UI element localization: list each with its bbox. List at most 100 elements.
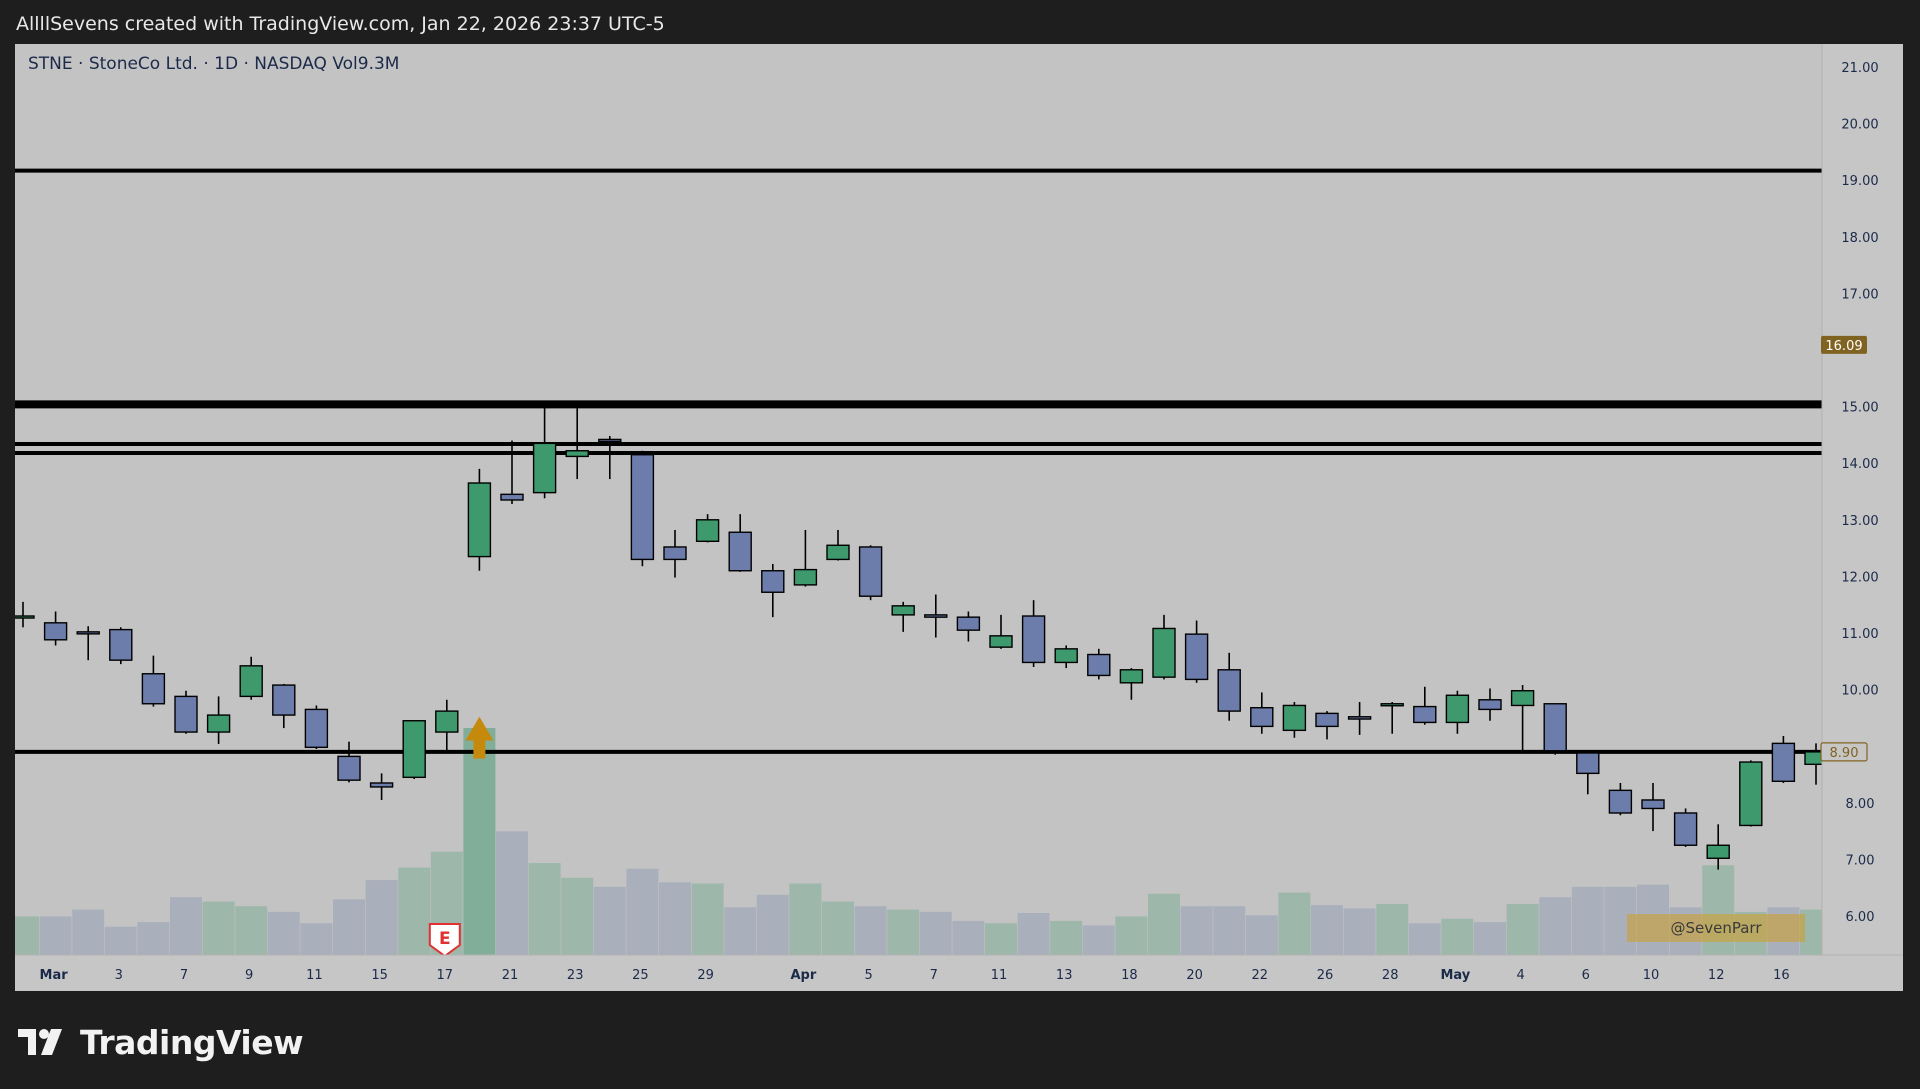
volume-bar [919, 911, 952, 955]
time-tick-label: 4 [1516, 968, 1524, 983]
candle-body-down [924, 614, 948, 618]
candle-body-down [1315, 712, 1339, 728]
candlestick-chart[interactable]: E @SevenParr 21.00 20.00 19.00 18.00 17.00 15.… [15, 44, 1903, 991]
volume-bar [39, 916, 72, 955]
candle-body-down [858, 546, 883, 597]
volume-bar [952, 920, 985, 955]
candle-body-down [109, 628, 133, 661]
candle [1478, 688, 1502, 721]
volume-bar [137, 922, 170, 955]
time-tick-label: 9 [245, 968, 253, 983]
current-price-badge [1821, 335, 1867, 354]
price-badge-label: 16.09 [1825, 339, 1862, 354]
candle-body-down [1087, 653, 1111, 677]
time-tick-label: 7 [180, 968, 188, 983]
candles-layer [15, 406, 1828, 870]
candle [435, 699, 459, 751]
candle-body-up [1054, 648, 1078, 664]
time-tick-label: 22 [1252, 968, 1269, 983]
candle [1217, 652, 1241, 721]
candle-body-up [1380, 703, 1404, 707]
candle [1576, 750, 1600, 795]
candle-body-down [1413, 705, 1437, 724]
price-tick-label: 7.00 [1846, 853, 1875, 868]
time-tick-label: 11 [991, 968, 1008, 983]
candle [1641, 782, 1665, 832]
volume-bar [235, 906, 268, 955]
candle [924, 594, 948, 638]
candle-body-up [239, 665, 263, 698]
candle [467, 468, 492, 571]
volume-bar [1148, 893, 1180, 955]
price-axis-panel [1822, 44, 1903, 991]
candle [1315, 711, 1339, 740]
volume-bar [1050, 920, 1083, 955]
earnings-arrow-icon [465, 716, 494, 759]
candle-body-up [532, 442, 557, 494]
candle [793, 529, 818, 587]
candle-body-down [272, 684, 296, 716]
candle [1380, 702, 1404, 734]
volume-bar [202, 901, 235, 955]
candle [1543, 703, 1567, 755]
candle-body-down [1608, 789, 1633, 814]
time-axis-layer: Mar 3 7 9 11 15 17 21 23 25 29 Apr 5 7 11 13 18 20 22 26 28 M… [15, 954, 1903, 991]
volume-bar [756, 894, 789, 955]
candle [239, 656, 263, 700]
volume-bar [659, 882, 691, 955]
candle [1771, 736, 1796, 783]
time-tick-label: 29 [697, 968, 714, 983]
candle [402, 720, 426, 780]
candle [109, 627, 133, 665]
time-tick-label: 10 [1643, 968, 1660, 983]
volume-bar [626, 868, 659, 955]
candle-body-up [695, 519, 720, 543]
candle [989, 614, 1013, 649]
candle-body-down [728, 531, 752, 572]
candle-body-down [1576, 752, 1600, 775]
candle-body-down [500, 493, 524, 501]
candle [206, 696, 231, 744]
watermark-background [1627, 914, 1805, 942]
candle [598, 436, 622, 480]
volume-bar [691, 883, 724, 955]
candle [76, 626, 100, 661]
time-tick-label: 5 [864, 968, 872, 983]
candle-body-down [43, 622, 68, 641]
candle [630, 450, 655, 567]
candle-body-up [15, 615, 35, 619]
candle-body-up [891, 605, 915, 616]
volume-bar [72, 909, 105, 955]
volume-bar [170, 897, 202, 955]
time-tick-label: 7 [930, 968, 938, 983]
time-tick-label: 21 [502, 968, 519, 983]
candle-body-up [826, 544, 850, 561]
volume-bar [1506, 903, 1539, 955]
candle [1282, 702, 1307, 738]
candle-body-down [956, 616, 981, 631]
candle [826, 529, 850, 561]
time-tick-label: May [1441, 968, 1471, 983]
chart-panel[interactable]: E @SevenParr 21.00 20.00 19.00 18.00 17.00 15.… [15, 44, 1903, 991]
price-tick-label: 17.00 [1841, 287, 1878, 302]
time-tick-label: 15 [371, 968, 388, 983]
candle-body-down [761, 570, 785, 593]
horizontal-levels-layer [15, 168, 1822, 754]
candle [369, 773, 394, 800]
candle-body-up [1739, 761, 1763, 827]
candle-body-up [467, 482, 492, 558]
candle-body-down [630, 454, 655, 561]
time-tick-label: 12 [1708, 968, 1725, 983]
candle-body-up [206, 714, 231, 733]
time-tick-label: Mar [40, 968, 69, 983]
candle [695, 514, 720, 543]
volume-bar [1245, 915, 1278, 955]
candle [1250, 692, 1274, 734]
time-tick-label: 16 [1773, 968, 1790, 983]
candle-body-down [369, 782, 394, 788]
time-tick-label: 11 [306, 968, 323, 983]
volume-bar [267, 911, 300, 955]
volume-bar [1278, 892, 1311, 955]
time-tick-label: 28 [1382, 968, 1399, 983]
candle [304, 705, 329, 750]
